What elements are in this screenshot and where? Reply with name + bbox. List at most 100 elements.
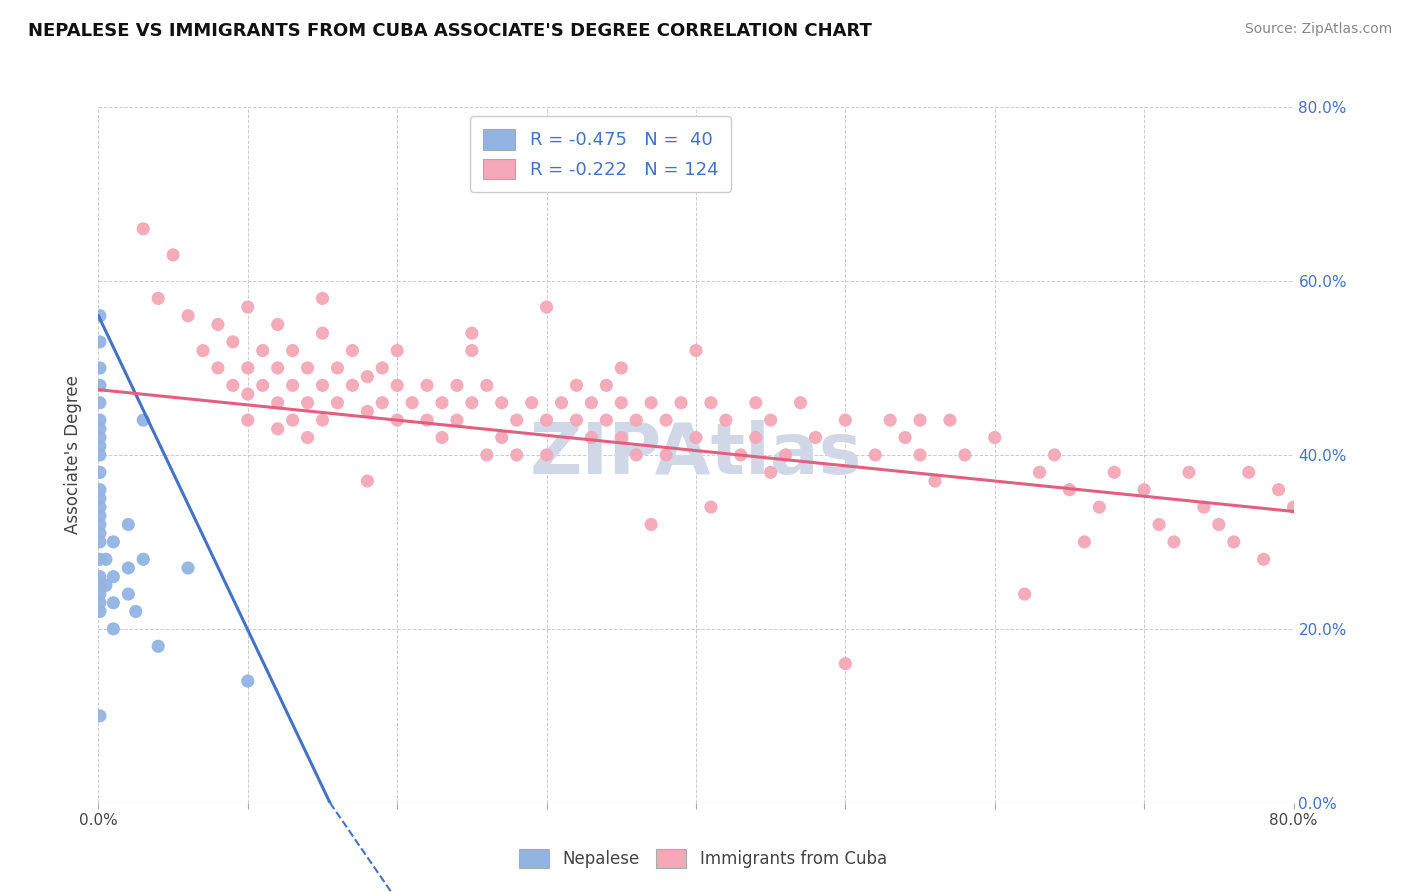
Point xyxy=(252,378,274,392)
Point xyxy=(1147,517,1170,532)
Point xyxy=(281,378,304,392)
Point xyxy=(89,508,111,523)
Point xyxy=(89,605,111,619)
Point xyxy=(475,448,498,462)
Text: Source: ZipAtlas.com: Source: ZipAtlas.com xyxy=(1244,22,1392,37)
Point xyxy=(908,413,931,427)
Point xyxy=(685,431,707,445)
Point xyxy=(297,396,319,410)
Point xyxy=(132,413,155,427)
Point xyxy=(326,360,349,375)
Point xyxy=(297,360,319,375)
Point xyxy=(132,221,155,235)
Point xyxy=(446,378,468,392)
Point xyxy=(148,639,170,653)
Point xyxy=(94,552,117,566)
Point xyxy=(461,343,484,358)
Point xyxy=(89,466,111,480)
Point xyxy=(655,448,678,462)
Point xyxy=(311,413,333,427)
Point xyxy=(222,378,245,392)
Point xyxy=(356,369,378,384)
Point xyxy=(125,605,148,619)
Y-axis label: Associate's Degree: Associate's Degree xyxy=(65,376,83,534)
Point xyxy=(685,343,707,358)
Point xyxy=(236,360,259,375)
Point xyxy=(759,466,782,480)
Point xyxy=(356,404,378,418)
Point xyxy=(252,343,274,358)
Point xyxy=(491,396,513,410)
Point xyxy=(1282,500,1305,514)
Point xyxy=(700,396,723,410)
Point xyxy=(953,448,976,462)
Point xyxy=(89,596,111,610)
Point xyxy=(416,378,439,392)
Point xyxy=(89,526,111,541)
Point xyxy=(236,674,259,689)
Point xyxy=(1267,483,1289,497)
Point xyxy=(834,657,856,671)
Point xyxy=(669,396,692,410)
Point xyxy=(581,396,603,410)
Legend: R = -0.475   N =  40, R = -0.222   N = 124: R = -0.475 N = 40, R = -0.222 N = 124 xyxy=(470,116,731,192)
Point xyxy=(789,396,811,410)
Point xyxy=(461,326,484,340)
Point xyxy=(640,517,662,532)
Point xyxy=(475,378,498,392)
Point xyxy=(1088,500,1111,514)
Point xyxy=(117,587,139,601)
Point xyxy=(162,248,184,262)
Point xyxy=(550,396,572,410)
Point xyxy=(1104,466,1126,480)
Point xyxy=(177,561,200,575)
Point xyxy=(595,378,617,392)
Point xyxy=(461,396,484,410)
Point xyxy=(89,448,111,462)
Point xyxy=(281,343,304,358)
Point xyxy=(385,378,409,392)
Point xyxy=(759,413,782,427)
Point xyxy=(865,448,887,462)
Point xyxy=(565,413,588,427)
Point xyxy=(103,596,125,610)
Point xyxy=(342,378,364,392)
Point xyxy=(610,431,633,445)
Point xyxy=(89,431,111,445)
Point xyxy=(430,396,453,410)
Point xyxy=(89,360,111,375)
Point xyxy=(267,318,290,332)
Point xyxy=(1178,466,1201,480)
Legend: Nepalese, Immigrants from Cuba: Nepalese, Immigrants from Cuba xyxy=(512,842,894,875)
Point xyxy=(89,570,111,584)
Point xyxy=(730,448,752,462)
Point xyxy=(506,413,529,427)
Point xyxy=(342,343,364,358)
Point xyxy=(745,431,768,445)
Point xyxy=(89,396,111,410)
Point xyxy=(326,396,349,410)
Point xyxy=(177,309,200,323)
Point xyxy=(700,500,723,514)
Point xyxy=(89,483,111,497)
Point xyxy=(89,413,111,427)
Point xyxy=(775,448,797,462)
Point xyxy=(804,431,827,445)
Point xyxy=(103,570,125,584)
Point xyxy=(297,431,319,445)
Point xyxy=(506,448,529,462)
Point xyxy=(207,318,229,332)
Point xyxy=(117,561,139,575)
Point xyxy=(267,422,290,436)
Point xyxy=(103,534,125,549)
Point xyxy=(1237,466,1260,480)
Point xyxy=(89,309,111,323)
Point xyxy=(1133,483,1156,497)
Point xyxy=(371,396,394,410)
Point xyxy=(536,448,558,462)
Point xyxy=(1059,483,1081,497)
Point xyxy=(89,378,111,392)
Point xyxy=(1223,534,1246,549)
Point xyxy=(148,291,170,305)
Point xyxy=(1208,517,1230,532)
